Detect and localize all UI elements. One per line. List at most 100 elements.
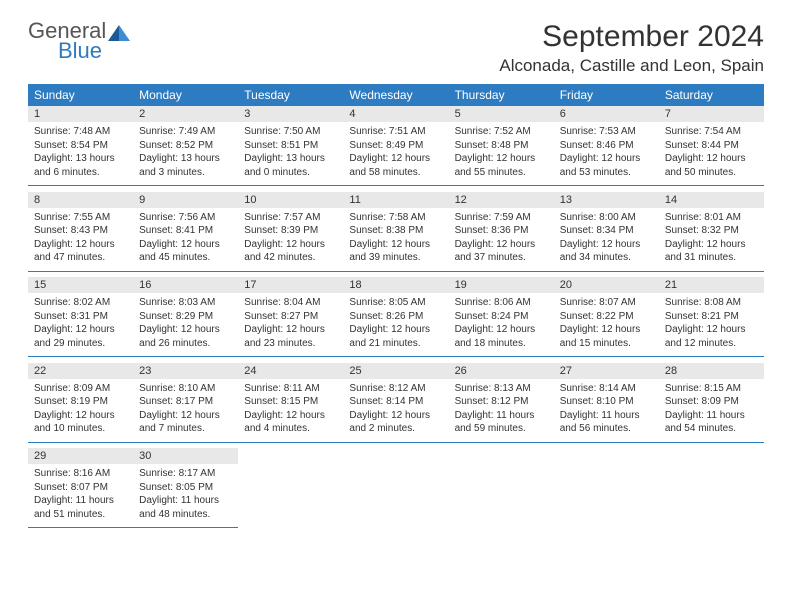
sunrise-text: Sunrise: 8:10 AM [139, 382, 232, 396]
day-header-monday: Monday [133, 84, 238, 106]
day-header-sunday: Sunday [28, 84, 133, 106]
daylight-text: Daylight: 11 hours and 51 minutes. [34, 494, 127, 521]
daylight-text: Daylight: 12 hours and 42 minutes. [244, 238, 337, 265]
sunrise-text: Sunrise: 7:48 AM [34, 125, 127, 139]
day-number: 2 [133, 106, 238, 122]
day-cell: 5Sunrise: 7:52 AMSunset: 8:48 PMDaylight… [449, 106, 554, 186]
daylight-text: Daylight: 12 hours and 53 minutes. [560, 152, 653, 179]
sunset-text: Sunset: 8:29 PM [139, 310, 232, 324]
calendar-table: SundayMondayTuesdayWednesdayThursdayFrid… [28, 84, 764, 528]
day-content: Sunrise: 8:10 AMSunset: 8:17 PMDaylight:… [133, 379, 238, 442]
day-content: Sunrise: 8:15 AMSunset: 8:09 PMDaylight:… [659, 379, 764, 442]
sunrise-text: Sunrise: 8:15 AM [665, 382, 758, 396]
sunrise-text: Sunrise: 8:17 AM [139, 467, 232, 481]
sunset-text: Sunset: 8:19 PM [34, 395, 127, 409]
day-number: 1 [28, 106, 133, 122]
day-cell: 19Sunrise: 8:06 AMSunset: 8:24 PMDayligh… [449, 277, 554, 357]
sunset-text: Sunset: 8:49 PM [349, 139, 442, 153]
day-content: Sunrise: 8:13 AMSunset: 8:12 PMDaylight:… [449, 379, 554, 442]
day-number: 26 [449, 363, 554, 379]
daylight-text: Daylight: 12 hours and 18 minutes. [455, 323, 548, 350]
daylight-text: Daylight: 13 hours and 0 minutes. [244, 152, 337, 179]
day-number: 29 [28, 448, 133, 464]
day-content: Sunrise: 7:55 AMSunset: 8:43 PMDaylight:… [28, 208, 133, 271]
calendar-body: 1 Sunrise: 7:48 AMSunset: 8:54 PM Daylight… [28, 106, 764, 528]
day-cell: 28Sunrise: 8:15 AMSunset: 8:09 PMDayligh… [659, 363, 764, 443]
day-content: Sunrise: 8:16 AMSunset: 8:07 PMDaylight:… [28, 464, 133, 527]
day-content: Sunrise: 7:49 AMSunset: 8:52 PMDaylight:… [133, 122, 238, 185]
day-number: 13 [554, 192, 659, 208]
sunset-text: Sunset: 8:09 PM [665, 395, 758, 409]
day-content: Sunrise: 8:06 AMSunset: 8:24 PMDaylight:… [449, 293, 554, 356]
daylight-text: Daylight: 12 hours and 12 minutes. [665, 323, 758, 350]
day-number: 18 [343, 277, 448, 293]
day-content: Sunrise: 8:12 AMSunset: 8:14 PMDaylight:… [343, 379, 448, 442]
week-row: 15Sunrise: 8:02 AMSunset: 8:31 PMDayligh… [28, 277, 764, 357]
day-content: Sunrise: 8:02 AMSunset: 8:31 PMDaylight:… [28, 293, 133, 356]
logo-text: General Blue [28, 20, 106, 62]
sunset-text: Sunset: 8:54 PM [34, 139, 127, 153]
day-number: 23 [133, 363, 238, 379]
day-content: Sunrise: 8:01 AMSunset: 8:32 PMDaylight:… [659, 208, 764, 271]
day-cell: 22Sunrise: 8:09 AMSunset: 8:19 PMDayligh… [28, 363, 133, 443]
sunset-text: Sunset: 8:07 PM [34, 481, 127, 495]
logo: General Blue [28, 20, 130, 62]
day-number: 20 [554, 277, 659, 293]
daylight-text: Daylight: 12 hours and 7 minutes. [139, 409, 232, 436]
daylight-text: Daylight: 12 hours and 10 minutes. [34, 409, 127, 436]
empty-cell [343, 448, 448, 528]
day-cell: 26Sunrise: 8:13 AMSunset: 8:12 PMDayligh… [449, 363, 554, 443]
sunset-text: Sunset: 8:44 PM [665, 139, 758, 153]
sunset-text: Sunset: 8:26 PM [349, 310, 442, 324]
sunrise-text: Sunrise: 8:06 AM [455, 296, 548, 310]
sunrise-text: Sunrise: 8:07 AM [560, 296, 653, 310]
day-content: Sunrise: 8:03 AMSunset: 8:29 PMDaylight:… [133, 293, 238, 356]
sunset-text: Sunset: 8:24 PM [455, 310, 548, 324]
sunset-text: Sunset: 8:51 PM [244, 139, 337, 153]
sunrise-text: Sunrise: 7:52 AM [455, 125, 548, 139]
sunrise-text: Sunrise: 7:59 AM [455, 211, 548, 225]
sunset-text: Sunset: 8:31 PM [34, 310, 127, 324]
daylight-text: Daylight: 12 hours and 37 minutes. [455, 238, 548, 265]
sunset-text: Sunset: 8:38 PM [349, 224, 442, 238]
daylight-text: Daylight: 12 hours and 2 minutes. [349, 409, 442, 436]
month-title: September 2024 [499, 20, 764, 54]
title-block: September 2024 Alconada, Castille and Le… [499, 20, 764, 76]
day-header-saturday: Saturday [659, 84, 764, 106]
day-number: 22 [28, 363, 133, 379]
sunrise-text: Sunrise: 8:12 AM [349, 382, 442, 396]
week-row: 8Sunrise: 7:55 AMSunset: 8:43 PMDaylight… [28, 192, 764, 272]
day-content: Sunrise: 7:50 AMSunset: 8:51 PMDaylight:… [238, 122, 343, 185]
day-content: Sunrise: 8:00 AMSunset: 8:34 PMDaylight:… [554, 208, 659, 271]
day-cell: 12Sunrise: 7:59 AMSunset: 8:36 PMDayligh… [449, 192, 554, 272]
day-cell: 29Sunrise: 8:16 AMSunset: 8:07 PMDayligh… [28, 448, 133, 528]
sunrise-text: Sunrise: 7:56 AM [139, 211, 232, 225]
day-cell: 3Sunrise: 7:50 AMSunset: 8:51 PMDaylight… [238, 106, 343, 186]
sunset-text: Sunset: 8:41 PM [139, 224, 232, 238]
daylight-text: Daylight: 12 hours and 31 minutes. [665, 238, 758, 265]
day-content: Sunrise: 7:52 AMSunset: 8:48 PMDaylight:… [449, 122, 554, 185]
day-number: 28 [659, 363, 764, 379]
day-number: 3 [238, 106, 343, 122]
day-cell: 14Sunrise: 8:01 AMSunset: 8:32 PMDayligh… [659, 192, 764, 272]
sunrise-text: Sunrise: 7:50 AM [244, 125, 337, 139]
day-number: 25 [343, 363, 448, 379]
daylight-text: Daylight: 12 hours and 21 minutes. [349, 323, 442, 350]
sunrise-text: Sunrise: 7:55 AM [34, 211, 127, 225]
day-cell: 13Sunrise: 8:00 AMSunset: 8:34 PMDayligh… [554, 192, 659, 272]
sunrise-text: Sunrise: 8:14 AM [560, 382, 653, 396]
day-cell: 1Sunrise: 7:48 AMSunset: 8:54 PMDaylight… [28, 106, 133, 186]
day-number: 14 [659, 192, 764, 208]
day-cell: 27Sunrise: 8:14 AMSunset: 8:10 PMDayligh… [554, 363, 659, 443]
day-content: Sunrise: 7:57 AMSunset: 8:39 PMDaylight:… [238, 208, 343, 271]
day-number: 16 [133, 277, 238, 293]
sunrise-text: Sunrise: 8:01 AM [665, 211, 758, 225]
sunrise-text: Sunrise: 7:58 AM [349, 211, 442, 225]
day-content: Sunrise: 8:17 AMSunset: 8:05 PMDaylight:… [133, 464, 238, 527]
daylight-text: Daylight: 12 hours and 26 minutes. [139, 323, 232, 350]
sunrise-text: Sunrise: 8:11 AM [244, 382, 337, 396]
sunset-text: Sunset: 8:39 PM [244, 224, 337, 238]
daylight-text: Daylight: 11 hours and 56 minutes. [560, 409, 653, 436]
sunrise-text: Sunrise: 8:16 AM [34, 467, 127, 481]
day-header-wednesday: Wednesday [343, 84, 448, 106]
